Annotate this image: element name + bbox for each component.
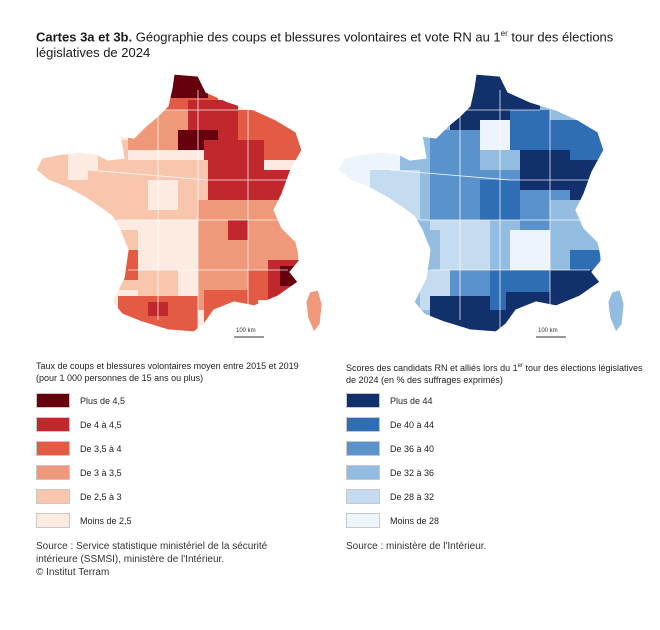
- scale-bar: 100 km: [234, 328, 264, 338]
- violence-legend-item: Plus de 4,5: [36, 392, 125, 409]
- source-vote: Source : ministère de l'Intérieur.: [346, 540, 486, 553]
- vote-legend-item: De 36 à 40: [346, 440, 434, 457]
- scale-label: 100 km: [236, 328, 256, 334]
- vote-legend-item: De 32 à 36: [346, 464, 434, 481]
- source-violence: Source : Service statistique ministériel…: [36, 540, 326, 566]
- legend-label: De 3,5 à 4: [80, 443, 122, 454]
- vote-legend-item: Moins de 28: [346, 512, 439, 529]
- title-text-end: tour des élections: [507, 29, 614, 45]
- scale-label: 100 km: [538, 328, 558, 334]
- scale-bar: 100 km: [536, 328, 566, 338]
- legend-label: De 40 à 44: [390, 419, 435, 430]
- violence-legend-item: De 4 à 4,5: [36, 416, 122, 433]
- legend-swatch: [36, 417, 70, 432]
- legend-title-violence: Taux de coups et blessures volontaires m…: [36, 360, 299, 384]
- legend-title-line1: Taux de coups et blessures volontaires m…: [36, 361, 299, 371]
- legend-swatch: [36, 489, 70, 504]
- title-line2: législatives de 2024: [36, 45, 151, 61]
- copyright: © Institut Terram: [36, 567, 110, 578]
- legend-label: De 36 à 40: [390, 443, 435, 454]
- violence-legend-item: Moins de 2,5: [36, 512, 132, 529]
- violence-legend-item: De 3 à 3,5: [36, 464, 122, 481]
- title-sup: er: [500, 29, 508, 38]
- source-line1: Source : Service statistique ministériel…: [36, 541, 268, 552]
- legend-title-line2: (pour 1 000 personnes de 15 ans ou plus): [36, 373, 204, 383]
- legend-label: Moins de 2,5: [80, 515, 132, 526]
- legend-label: De 32 à 36: [390, 467, 435, 478]
- legend-title-line2: de 2024 (en % des suffrages exprimés): [346, 375, 503, 385]
- title-text: Géographie des coups et blessures volont…: [132, 29, 501, 45]
- legend-swatch: [346, 489, 380, 504]
- legend-label: Plus de 4,5: [80, 395, 126, 406]
- figure-title: Cartes 3a et 3b. Géographie des coups et…: [36, 26, 636, 61]
- violence-legend-item: De 2,5 à 3: [36, 488, 122, 505]
- legend-label: De 2,5 à 3: [80, 491, 122, 502]
- source-line1: Source : ministère de l'Intérieur.: [346, 541, 487, 552]
- map-vote-rn: 100 km: [337, 73, 625, 338]
- map-violence: 100 km: [35, 73, 323, 338]
- title-prefix: Cartes 3a et 3b.: [36, 29, 133, 45]
- legend-swatch: [36, 465, 70, 480]
- legend-swatch: [346, 393, 380, 408]
- violence-legend-item: De 3,5 à 4: [36, 440, 122, 457]
- legend-swatch: [346, 441, 380, 456]
- corsica-shape: [607, 289, 625, 333]
- vote-legend-item: De 40 à 44: [346, 416, 434, 433]
- legend-swatch: [36, 441, 70, 456]
- source-line2: intérieure (SSMSI), ministère de l'Intér…: [36, 554, 225, 565]
- legend-swatch: [36, 393, 70, 408]
- legend-label: Plus de 44: [390, 395, 433, 406]
- legend-swatch: [346, 417, 380, 432]
- legend-label: Moins de 28: [390, 515, 440, 526]
- legend-label: De 4 à 4,5: [80, 419, 122, 430]
- legend-swatch: [36, 513, 70, 528]
- vote-legend-item: Plus de 44: [346, 392, 433, 409]
- legend-label: De 3 à 3,5: [80, 467, 122, 478]
- legend-title-line1b: tour des élections législatives: [522, 363, 643, 373]
- corsica-shape: [305, 289, 323, 333]
- legend-swatch: [346, 465, 380, 480]
- legend-title-vote: Scores des candidats RN et alliés lors d…: [346, 360, 643, 386]
- legend-title-sup: er: [517, 363, 523, 369]
- legend-label: De 28 à 32: [390, 491, 435, 502]
- vote-legend-item: De 28 à 32: [346, 488, 434, 505]
- legend-title-line1a: Scores des candidats RN et alliés lors d…: [346, 363, 518, 373]
- legend-swatch: [346, 513, 380, 528]
